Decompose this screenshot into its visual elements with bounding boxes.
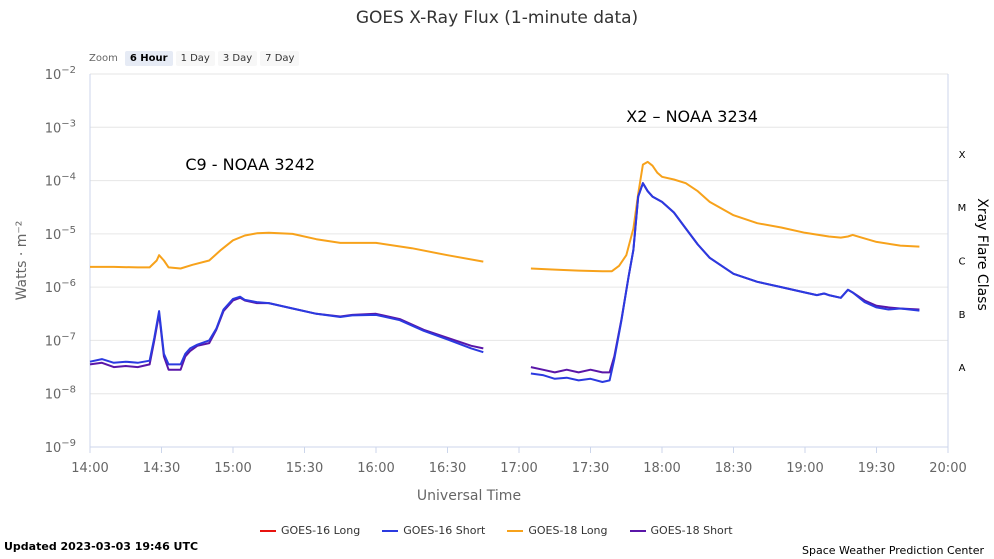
y-axis-title: Watts · m⁻² — [14, 221, 30, 301]
y-tick-label: 10−3 — [45, 118, 76, 136]
annotation-label: C9 - NOAA 3242 — [185, 155, 315, 174]
zoom-3-day-button[interactable]: 3 Day — [217, 50, 258, 66]
x-tick-label: 15:30 — [286, 461, 323, 476]
x-tick-label: 18:00 — [643, 461, 680, 476]
x-tick-label: 19:00 — [786, 461, 823, 476]
legend-label: GOES-18 Short — [650, 524, 733, 537]
annotation-label: X2 – NOAA 3234 — [626, 107, 758, 126]
legend-label: GOES-16 Short — [403, 524, 486, 537]
credit-text: Space Weather Prediction Center — [802, 544, 984, 557]
y-tick-label: 10−8 — [45, 385, 76, 403]
legend-swatch — [507, 529, 524, 532]
zoom-bar: Zoom 6 Hour 1 Day 3 Day 7 Day — [89, 49, 300, 67]
legend-item-goes18-long[interactable]: GOES-18 Long — [507, 524, 608, 537]
x-tick-label: 16:30 — [429, 461, 466, 476]
chart-title: GOES X-Ray Flux (1-minute data) — [355, 8, 639, 28]
x-axis-title: Universal Time — [417, 488, 521, 504]
series-line — [530, 160, 920, 273]
x-tick-label: 18:30 — [715, 461, 752, 476]
zoom-1-day-button[interactable]: 1 Day — [175, 50, 215, 66]
zoom-6-hour-button[interactable]: 6 Hour — [124, 50, 173, 66]
legend-swatch — [629, 529, 646, 532]
axes — [89, 74, 949, 453]
y-tick-label: 10−7 — [45, 331, 76, 349]
flare-class-label: C — [959, 257, 966, 268]
y-tick-label: 10−4 — [45, 172, 76, 190]
flare-class-label: B — [959, 310, 966, 321]
legend-item-goes18-short[interactable]: GOES-18 Short — [629, 524, 733, 537]
x-tick-label: 17:00 — [500, 461, 537, 476]
y2-axis-title: Xray Flare Class — [974, 198, 990, 311]
legend: GOES-16 Long GOES-16 Short GOES-18 Long … — [260, 524, 733, 537]
grid — [90, 73, 948, 448]
legend-label: GOES-18 Long — [528, 524, 608, 537]
x-tick-label: 16:00 — [357, 461, 394, 476]
axis-labels: 10−2 10−3 10−4 10−5 10−6 10−7 10−8 10−9 14:00 14:… — [14, 65, 990, 504]
legend-swatch — [382, 529, 399, 532]
series-lines — [89, 160, 920, 383]
flare-class-label: X — [959, 150, 966, 161]
series-line — [90, 231, 484, 270]
x-tick-label: 20:00 — [929, 461, 966, 476]
y-tick-label: 10−5 — [45, 225, 76, 243]
series-line — [530, 182, 920, 383]
zoom-7-day-button[interactable]: 7 Day — [260, 50, 300, 66]
y-tick-label: 10−9 — [45, 438, 76, 456]
flare-class-label: M — [958, 203, 967, 214]
x-tick-label: 14:30 — [143, 461, 180, 476]
y-tick-label: 10−2 — [45, 65, 76, 83]
y-tick-label: 10−6 — [45, 278, 76, 296]
legend-item-goes16-long[interactable]: GOES-16 Long — [260, 524, 360, 537]
x-tick-label: 14:00 — [71, 461, 108, 476]
x-tick-label: 19:30 — [858, 461, 895, 476]
legend-label: GOES-16 Long — [281, 524, 361, 537]
series-line — [89, 295, 484, 366]
zoom-label: Zoom — [89, 52, 118, 64]
flare-class-label: A — [959, 363, 966, 374]
legend-item-goes16-short[interactable]: GOES-16 Short — [382, 524, 485, 537]
x-tick-label: 17:30 — [572, 461, 609, 476]
x-tick-label: 15:00 — [214, 461, 251, 476]
updated-timestamp: Updated 2023-03-03 19:46 UTC — [4, 540, 199, 553]
legend-swatch — [260, 529, 276, 532]
